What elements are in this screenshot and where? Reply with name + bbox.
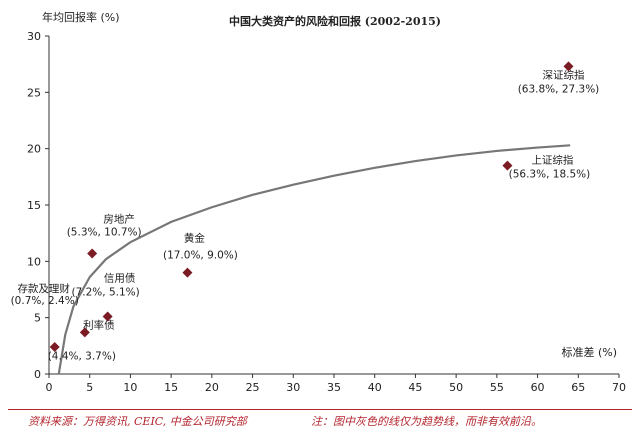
y-tick-label: 0 <box>34 368 41 381</box>
x-tick-label: 30 <box>286 381 300 394</box>
point-name-label: 信用债 <box>104 272 136 285</box>
data-point-marker <box>87 248 98 259</box>
data-point-marker <box>502 160 513 171</box>
x-tick-label: 5 <box>86 381 93 394</box>
footer-rule <box>8 409 632 410</box>
source-footer: 资料来源：万得资讯, CEIC, 中金公司研究部 注：图中灰色的线仅为趋势线，而… <box>8 409 632 431</box>
x-tick-label: 15 <box>164 381 178 394</box>
note-text: 注：图中灰色的线仅为趋势线，而非有效前沿。 <box>311 415 542 428</box>
point-name-label: 存款及理财 <box>17 282 70 295</box>
y-tick-label: 30 <box>27 30 41 43</box>
axes: 0 5 10 15 20 25 30 35 40 45 50 55 60 65 70 0 5 10 15 20 25 30 <box>27 30 626 394</box>
x-tick-label: 10 <box>123 381 137 394</box>
point-name-label: 深证综指 <box>543 68 585 81</box>
x-tick-label: 35 <box>327 381 341 394</box>
y-tick-label: 15 <box>27 199 41 212</box>
x-tick-label: 0 <box>46 381 53 394</box>
x-tick-label: 40 <box>368 381 382 394</box>
trend-line <box>57 144 571 375</box>
point-value-label: (4.4%, 3.7%) <box>48 350 116 362</box>
data-point-marker <box>182 267 193 278</box>
x-tick-label: 20 <box>205 381 219 394</box>
x-tick-label: 70 <box>612 381 626 394</box>
chart-title: 中国大类资产的风险和回报 (2002-2015) <box>229 14 441 28</box>
data-point-marker <box>102 311 113 322</box>
data-point-marker <box>79 327 90 338</box>
point-name-label: 黄金 <box>184 232 205 245</box>
data-point-marker <box>563 61 574 72</box>
x-tick-label: 55 <box>490 381 504 394</box>
point-name-label: 利率债 <box>83 318 115 331</box>
point-value-label: (5.3%, 10.7%) <box>67 226 142 238</box>
y-tick-label: 25 <box>27 86 41 99</box>
trend-line-group <box>57 144 571 375</box>
x-tick-label: 25 <box>246 381 260 394</box>
x-tick-label: 45 <box>408 381 422 394</box>
point-name-label: 上证综指 <box>531 154 573 167</box>
point-value-label: (17.0%, 9.0%) <box>163 250 238 262</box>
x-tick-label: 65 <box>571 381 585 394</box>
point-value-label: (63.8%, 27.3%) <box>518 83 600 95</box>
data-point-marker <box>49 341 60 352</box>
point-value-label: (0.7%, 2.4%) <box>11 295 79 307</box>
y-tick-label: 20 <box>27 143 41 156</box>
point-value-label: (7.2%, 5.1%) <box>72 287 140 299</box>
y-tick-label: 5 <box>34 312 41 325</box>
data-points: 存款及理财(0.7%, 2.4%) 利率债 (4.4%, 3.7%) 信用债 (7.2%… <box>11 61 600 362</box>
x-axis-label: 标准差 (%) <box>561 345 617 359</box>
point-name-label: 房地产 <box>103 212 135 225</box>
point-value-label: (56.3%, 18.5%) <box>509 169 591 181</box>
y-axis-label: 年均回报率 (%) <box>42 10 120 24</box>
source-text: 资料来源：万得资讯, CEIC, 中金公司研究部 <box>28 415 247 428</box>
x-tick-label: 60 <box>531 381 545 394</box>
x-tick-label: 50 <box>449 381 463 394</box>
y-tick-label: 10 <box>27 255 41 268</box>
